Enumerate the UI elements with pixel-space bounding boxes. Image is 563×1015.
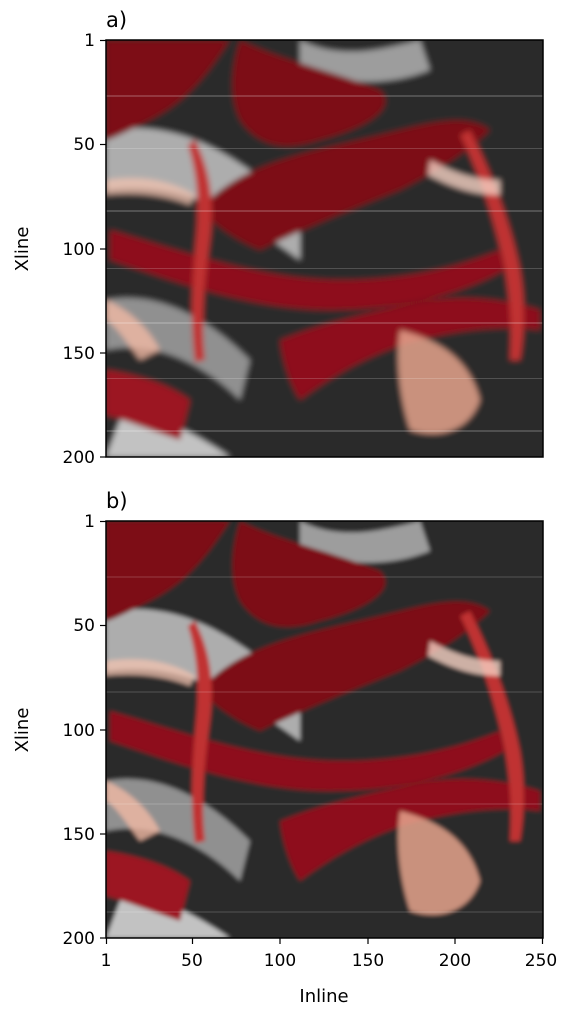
panel-b: b) [12, 489, 557, 1007]
y-tick-label-a-150: 150 [63, 344, 95, 364]
y-axis-b: 1 50 100 150 200 Xline [12, 512, 106, 949]
x-axis-b: 1 50 100 150 200 250 Inline [101, 938, 557, 1007]
x-tick-label-b-50: 50 [181, 951, 203, 971]
y-axis-a: 1 50 100 150 200 Xline [12, 31, 106, 468]
x-tick-label-b-150: 150 [352, 951, 384, 971]
x-tick-label-b-200: 200 [439, 951, 471, 971]
heatmap-a [106, 40, 543, 457]
y-tick-label-a-100: 100 [63, 240, 95, 260]
x-tick-label-b-1: 1 [101, 951, 112, 971]
panel-a: a) [12, 8, 544, 468]
streaks-b [106, 576, 543, 913]
y-tick-label-a-50: 50 [73, 135, 95, 155]
x-tick-label-b-250: 250 [525, 951, 557, 971]
y-axis-label-a: Xline [12, 227, 33, 272]
y-tick-label-b-200: 200 [63, 929, 95, 949]
y-tick-label-b-50: 50 [73, 616, 95, 636]
y-tick-label-a-200: 200 [63, 448, 95, 468]
heatmap-b [106, 521, 543, 938]
panel-label-b: b) [106, 489, 128, 513]
x-axis-label-b: Inline [299, 986, 348, 1007]
y-tick-label-b-150: 150 [63, 825, 95, 845]
panel-label-a: a) [106, 8, 127, 32]
y-tick-label-a-1: 1 [84, 31, 95, 51]
seismic-texture-b [106, 521, 543, 938]
streaks-a [106, 95, 543, 432]
x-tick-label-b-100: 100 [264, 951, 296, 971]
y-tick-label-b-100: 100 [63, 721, 95, 741]
y-tick-label-b-1: 1 [84, 512, 95, 532]
seismic-texture-a [106, 40, 543, 457]
y-axis-label-b: Xline [12, 708, 33, 753]
